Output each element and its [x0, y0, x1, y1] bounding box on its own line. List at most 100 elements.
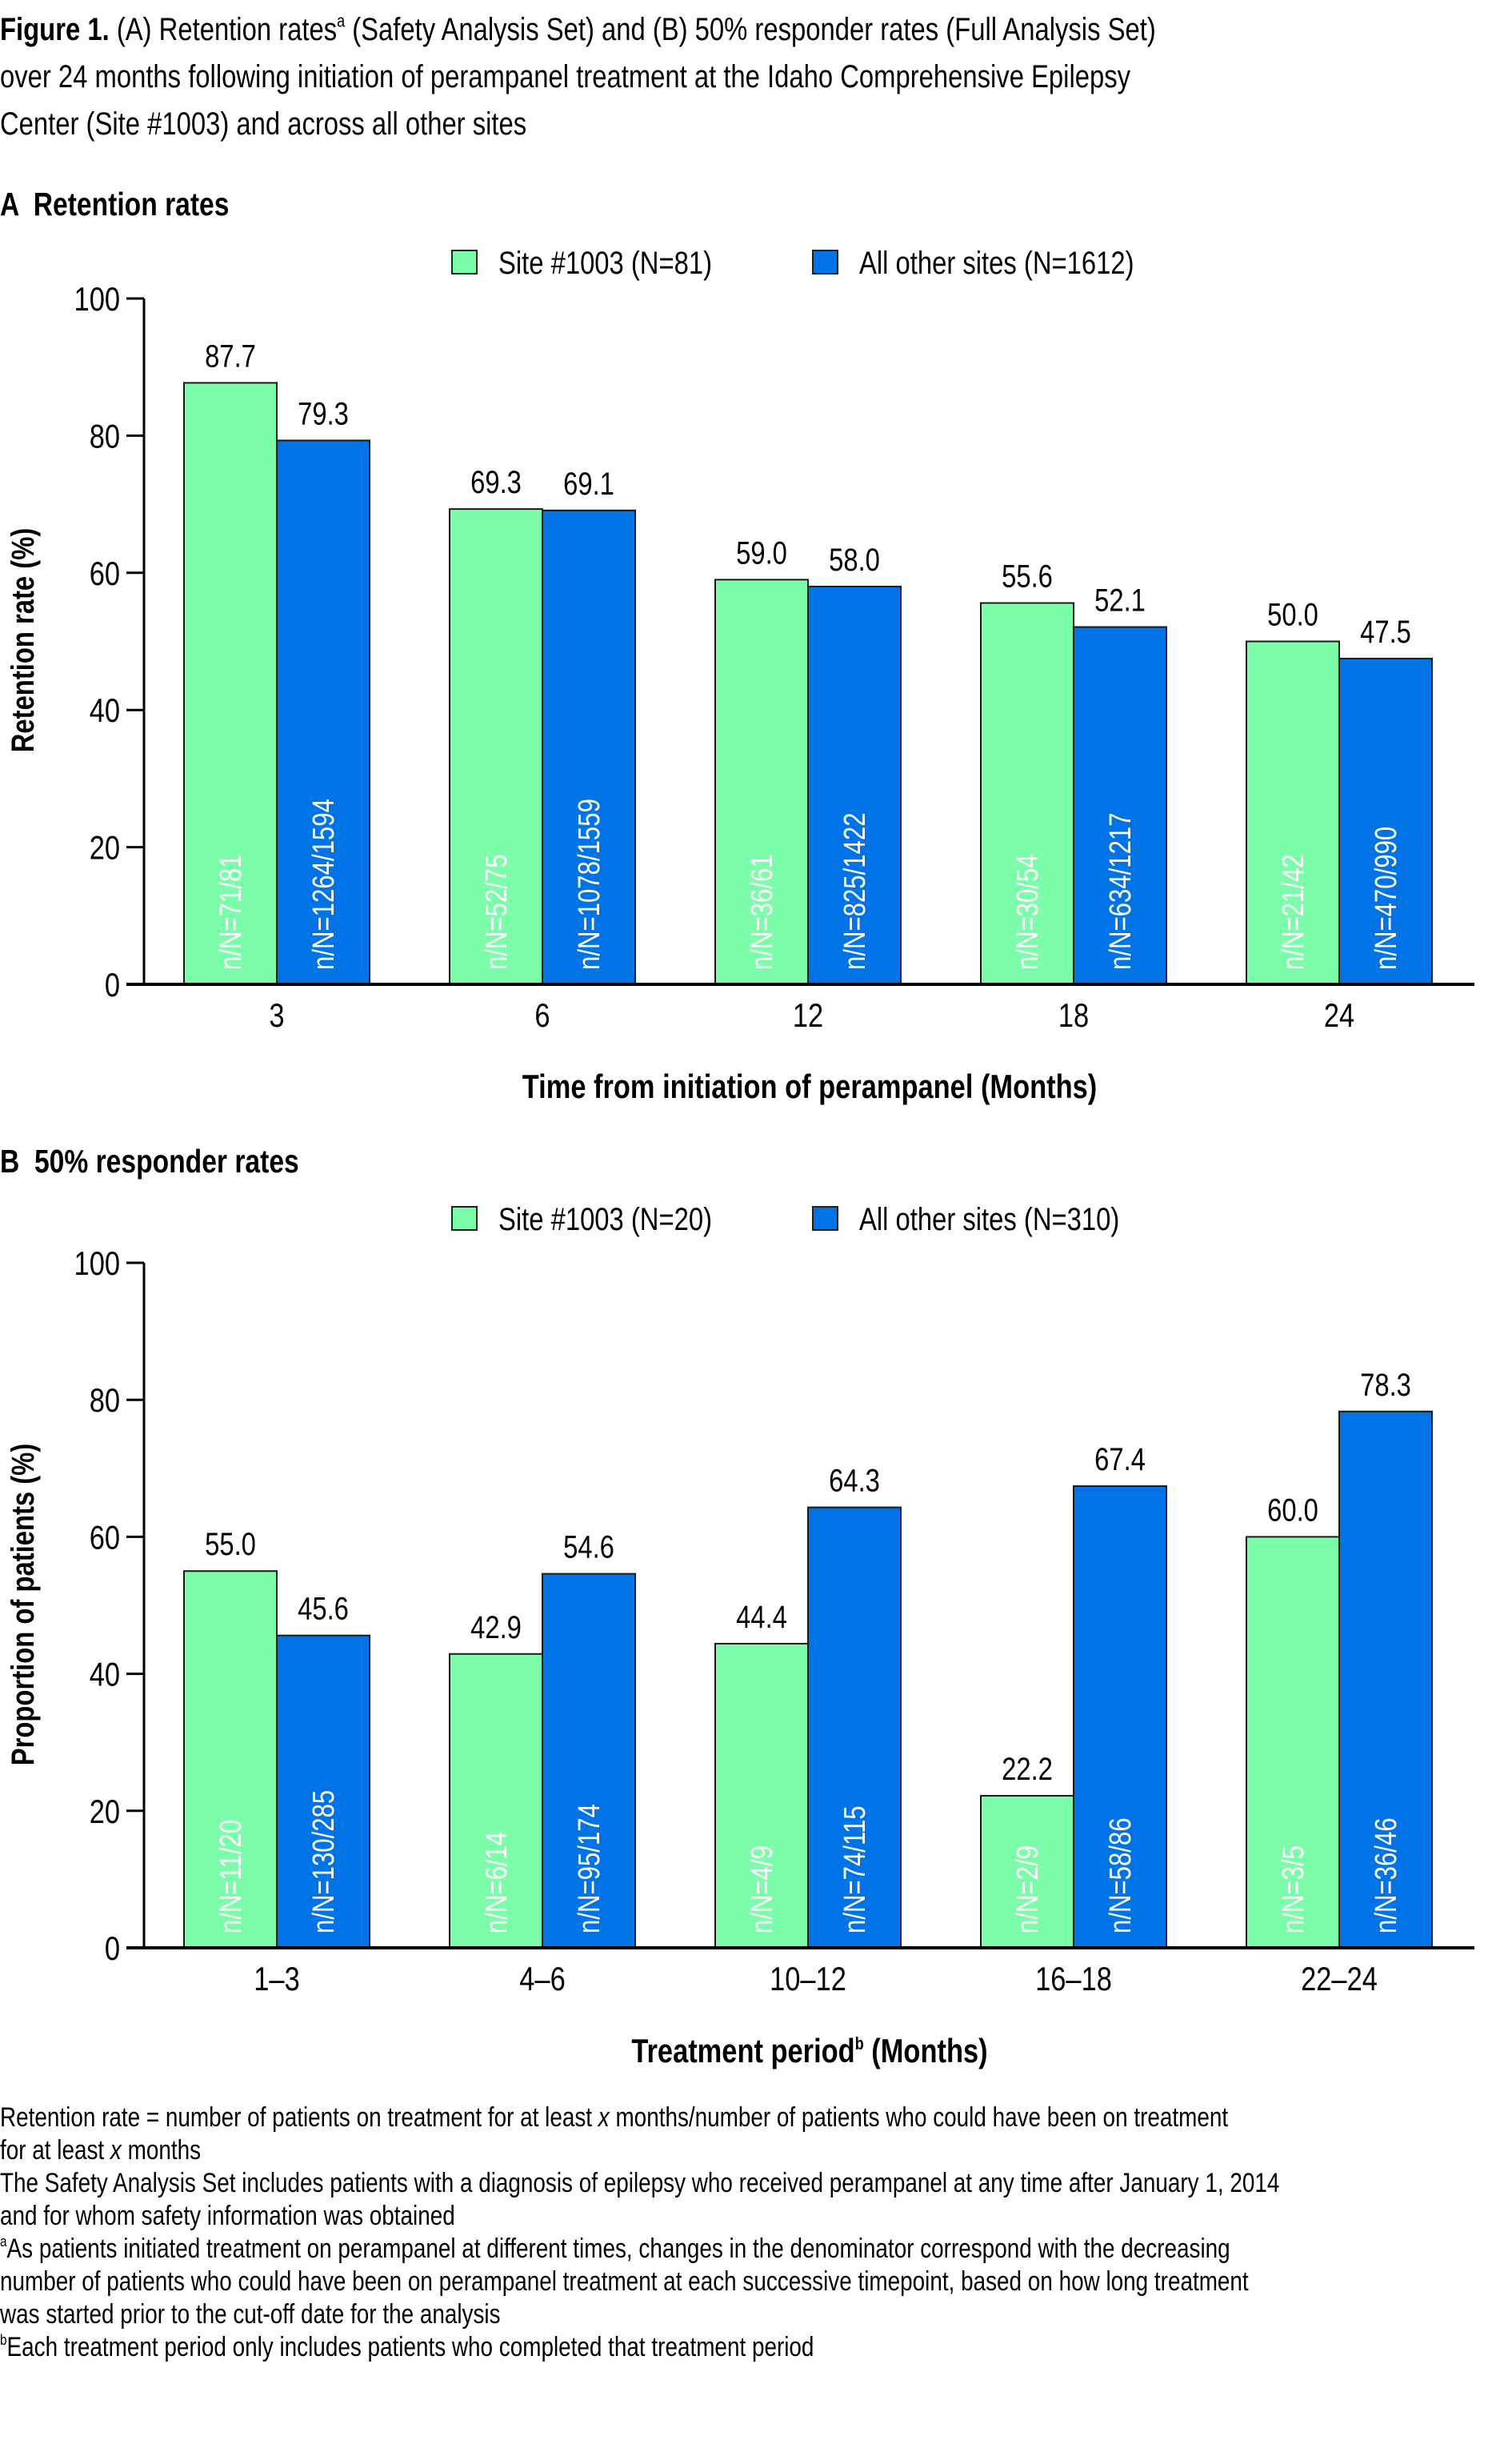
bar-site-1003: [714, 1642, 809, 1949]
panel-b-chart: Site #1003 (N=20) All other sites (N=310)…: [5, 1201, 1474, 2070]
bar-site-1003: [449, 1653, 543, 1949]
x-axis-title: Time from initiation of perampanel (Mont…: [522, 1068, 1098, 1106]
bar-n-label: n/N=21/42: [1277, 854, 1310, 970]
figure-title-line-2: over 24 months following initiation of p…: [0, 59, 1131, 94]
y-tick-label: 100: [74, 1245, 120, 1283]
bar-n-label: n/N=4/9: [746, 1845, 779, 1933]
bar-value-label: 50.0: [1267, 596, 1318, 632]
bar-n-label: n/N=11/20: [214, 1820, 248, 1933]
bar-all-other-sites: [1073, 626, 1167, 985]
bar-n-label: n/N=36/61: [746, 854, 779, 970]
bar-n-label: n/N=58/86: [1104, 1817, 1138, 1933]
bar-value-label: 55.0: [205, 1526, 256, 1562]
bar-value-label: 69.3: [470, 464, 522, 500]
x-tick-label: 6: [534, 997, 550, 1035]
bar-n-label: n/N=36/46: [1370, 1817, 1403, 1933]
bar-n-label: n/N=470/990: [1370, 827, 1403, 970]
bar-n-label: n/N=1078/1559: [573, 799, 606, 970]
x-tick-label: 10–12: [770, 1961, 846, 1998]
footnote-line: was started prior to the cut-off date fo…: [0, 2299, 501, 2330]
bar-all-other-sites: [1338, 1410, 1433, 1949]
bar-value-label: 44.4: [736, 1599, 787, 1635]
panel-a-chart: Site #1003 (N=81) All other sites (N=1612…: [5, 245, 1474, 1106]
bar-site-1003: [1246, 640, 1340, 985]
bar-value-label: 87.7: [205, 338, 256, 374]
y-tick-label: 100: [74, 281, 120, 319]
bar-n-label: n/N=30/54: [1011, 854, 1045, 970]
bar-n-label: n/N=3/5: [1277, 1845, 1310, 1933]
footnote-line: bEach treatment period only includes pat…: [0, 2330, 814, 2362]
legend-swatch-site-1003: [451, 250, 478, 274]
bar-site-1003: [980, 602, 1074, 985]
bar-n-label: n/N=52/75: [480, 854, 514, 970]
y-axis-title: Proportion of patients (%): [5, 1444, 41, 1766]
legend-swatch-all-other-sites: [812, 250, 838, 274]
bar-all-other-sites: [1338, 657, 1433, 985]
figure-title-line-3: Center (Site #1003) and across all other…: [0, 106, 527, 142]
bar-site-1003: [714, 579, 809, 985]
bar-value-label: 60.0: [1267, 1492, 1318, 1528]
bar-value-label: 67.4: [1094, 1441, 1146, 1477]
bar-all-other-sites: [807, 585, 902, 985]
panel-a-heading: A Retention rates: [0, 186, 230, 222]
bar-n-label: n/N=71/81: [214, 854, 248, 970]
bar-value-label: 58.0: [829, 542, 880, 578]
bar-site-1003: [449, 508, 543, 985]
panel-b-heading: B 50% responder rates: [0, 1143, 299, 1180]
bar-n-label: n/N=74/115: [838, 1805, 872, 1933]
footnote-line: Retention rate = number of patients on t…: [0, 2102, 1229, 2133]
y-tick-label: 40: [90, 1656, 120, 1693]
footnote-line: aAs patients initiated treatment on pera…: [0, 2232, 1230, 2264]
bar-site-1003: [183, 1570, 278, 1949]
bar-all-other-sites: [542, 1573, 636, 1949]
bar-n-label: n/N=95/174: [573, 1804, 606, 1933]
footnote-line: and for whom safety information was obta…: [0, 2201, 455, 2231]
y-tick-label: 20: [90, 829, 120, 867]
legend: Site #1003 (N=81) All other sites (N=1612…: [451, 245, 1134, 281]
y-tick-label: 0: [105, 967, 120, 1004]
figure-label: Figure 1.: [0, 12, 110, 47]
bar-value-label: 69.1: [563, 466, 614, 502]
bar-value-label: 42.9: [470, 1609, 522, 1645]
bar-value-label: 55.6: [1002, 558, 1053, 594]
figure-title-line-1: Figure 1. (A) Retention ratesa (Safety A…: [0, 10, 1156, 47]
x-axis-title-sup: b: [855, 2034, 864, 2053]
bar-value-label: 64.3: [829, 1463, 880, 1499]
y-tick-label: 80: [90, 1382, 120, 1420]
legend-label-all-other-sites: All other sites (N=1612): [859, 245, 1134, 281]
legend-swatch-site-1003: [451, 1206, 478, 1231]
bar-n-label: n/N=1264/1594: [307, 799, 341, 970]
bar-n-label: n/N=6/14: [480, 1832, 514, 1933]
bar-value-label: 79.3: [298, 395, 349, 431]
bar-value-label: 52.1: [1094, 582, 1146, 618]
y-tick-label: 60: [90, 555, 120, 593]
legend: Site #1003 (N=20) All other sites (N=310): [451, 1201, 1119, 1237]
x-tick-label: 3: [269, 997, 284, 1035]
figure-title: Figure 1. (A) Retention ratesa (Safety A…: [0, 6, 1512, 148]
footnote-line: for at least x months: [0, 2135, 202, 2166]
legend-label-site-1003: Site #1003 (N=81): [498, 245, 712, 281]
bar-n-label: n/N=2/9: [1011, 1845, 1045, 1933]
x-tick-label: 16–18: [1035, 1961, 1112, 1998]
legend-swatch-all-other-sites: [812, 1206, 838, 1231]
bar-value-label: 47.5: [1360, 614, 1411, 650]
bar-value-label: 78.3: [1360, 1367, 1411, 1403]
bar-all-other-sites: [276, 1634, 370, 1949]
y-tick-label: 0: [105, 1930, 120, 1968]
bar-value-label: 59.0: [736, 535, 787, 571]
x-axis-title: Treatment periodb (Months): [631, 2033, 987, 2070]
bar-value-label: 22.2: [1002, 1751, 1053, 1787]
footnotes: Retention rate = number of patients on t…: [0, 2101, 1512, 2364]
bar-n-label: n/N=130/285: [307, 1790, 341, 1933]
x-tick-label: 18: [1058, 997, 1089, 1035]
bar-site-1003: [183, 382, 278, 985]
y-tick-label: 60: [90, 1519, 120, 1557]
bar-value-label: 54.6: [563, 1529, 614, 1565]
bar-all-other-sites: [1073, 1485, 1167, 1949]
x-tick-label: 4–6: [519, 1961, 565, 1998]
footnote-line: number of patients who could have been o…: [0, 2266, 1249, 2297]
y-tick-label: 80: [90, 418, 120, 455]
y-tick-label: 20: [90, 1793, 120, 1831]
bar-all-other-sites: [542, 509, 636, 985]
footnote-line: The Safety Analysis Set includes patient…: [0, 2168, 1280, 2198]
